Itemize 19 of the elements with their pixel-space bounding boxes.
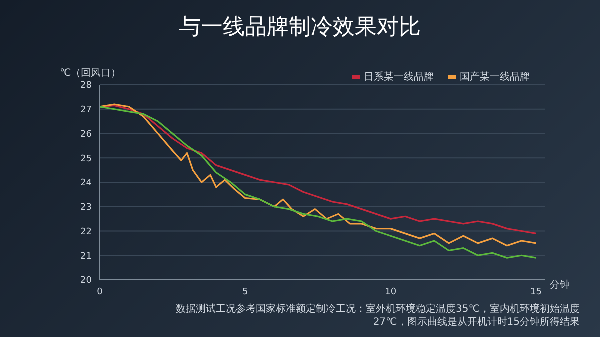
chart-title: 与一线品牌制冷效果对比	[178, 14, 422, 42]
x-tick-label: 5	[242, 287, 248, 298]
legend-label: 国产某一线品牌	[460, 70, 530, 84]
x-axis-title: 分钟	[550, 278, 570, 292]
y-tick-label: 27	[80, 106, 92, 116]
text: 数据测试工况参考国家标准额定制冷工况：室外机环境稳定温度35℃，室内机环境初始温度27℃，图示曲线是从开机计时15分钟所得结果	[175, 303, 580, 329]
legend-label: 日系某一线品牌	[364, 70, 434, 84]
x-tick-label: 0	[97, 287, 104, 298]
y-axis-title: ℃（回风口）	[60, 67, 122, 80]
y-tick-label: 25	[80, 154, 92, 164]
y-tick-label: 22	[80, 227, 92, 238]
y-tick-label: 20	[80, 276, 92, 286]
y-tick-label: 24	[80, 178, 92, 189]
y-tick-label: 26	[80, 130, 92, 140]
y-tick-label: 21	[80, 252, 92, 262]
x-tick-label: 10	[385, 287, 397, 298]
y-tick-label: 23	[80, 203, 92, 214]
y-tick-label: 28	[80, 81, 92, 92]
x-tick-label: 15	[530, 287, 542, 298]
